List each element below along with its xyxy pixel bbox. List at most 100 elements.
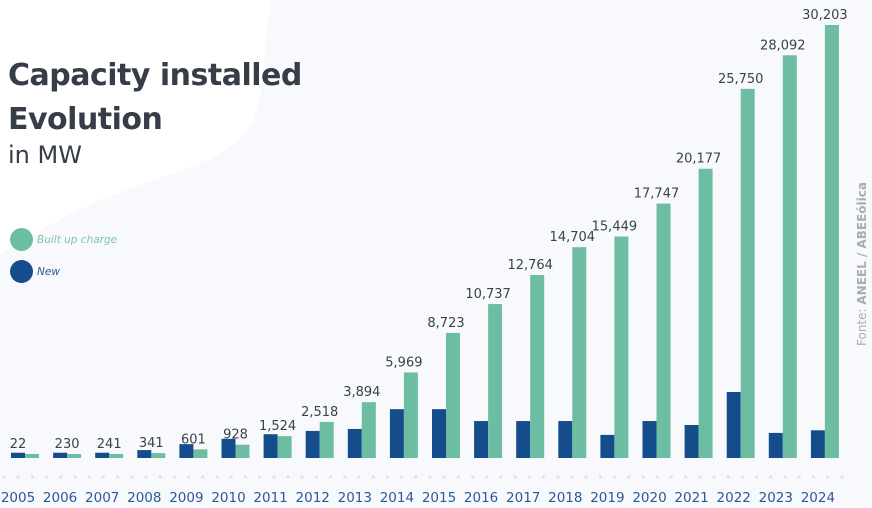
axis-dot: [73, 475, 77, 479]
axis-dot: [243, 475, 247, 479]
axis-dot: [16, 475, 20, 479]
axis-dot: [144, 475, 148, 479]
year-label-2009: 2009: [169, 490, 203, 506]
axis-dot: [300, 475, 304, 479]
bar-new-2008: [137, 450, 152, 458]
bar-new-2013: [347, 428, 362, 458]
bar-built-up-charge-2009: [193, 449, 208, 458]
axis-dot: [130, 475, 134, 479]
year-label-2010: 2010: [211, 490, 245, 506]
bar-built-up-charge-2008: [151, 453, 166, 458]
bar-new-2016: [474, 421, 489, 458]
year-label-2019: 2019: [590, 490, 624, 506]
value-label-2006: 230: [55, 437, 80, 452]
bar-new-2020: [642, 421, 657, 458]
bar-new-2023: [768, 432, 783, 458]
axis-dot: [2, 475, 6, 479]
value-label-2022: 25,750: [718, 72, 764, 87]
value-label-2010: 928: [223, 428, 248, 443]
axis-dot: [258, 475, 262, 479]
year-label-2006: 2006: [43, 490, 77, 506]
axis-dot: [187, 475, 191, 479]
value-label-2017: 12,764: [507, 258, 553, 273]
bar-built-up-charge-2007: [109, 454, 124, 458]
year-label-2012: 2012: [296, 490, 330, 506]
title-line-2: Evolution: [8, 102, 163, 137]
year-label-2015: 2015: [422, 490, 456, 506]
bar-built-up-charge-2021: [698, 168, 713, 458]
bar-new-2014: [389, 409, 404, 458]
bar-new-2018: [558, 421, 573, 458]
axis-dot: [456, 475, 460, 479]
value-label-2013: 3,894: [343, 385, 380, 400]
axis-dot: [641, 475, 645, 479]
bar-new-2011: [263, 434, 278, 458]
year-label-2017: 2017: [506, 490, 540, 506]
year-label-2024: 2024: [801, 490, 835, 506]
value-labels: 22 230 241 341 601 928 1,524 2,518 3,894 5,969 8,7…: [10, 8, 848, 452]
bar-built-up-charge-2016: [488, 304, 503, 458]
value-label-2007: 241: [97, 437, 122, 452]
axis-dot: [513, 475, 517, 479]
legend-label-new: New: [37, 265, 60, 278]
axis-dot: [698, 475, 702, 479]
bar-built-up-charge-2017: [530, 275, 545, 458]
legend-label-built-up-charge: Built up charge: [37, 233, 118, 246]
bar-built-up-charge-2005: [25, 454, 39, 458]
legend-item-built-up-charge: Built up charge: [10, 228, 117, 251]
year-label-2007: 2007: [85, 490, 119, 506]
axis-dot: [527, 475, 532, 479]
axis-dot: [343, 475, 347, 479]
axis-dot: [755, 475, 759, 479]
axis-dot: [314, 475, 318, 479]
bar-new-2019: [600, 434, 615, 458]
value-label-2014: 5,969: [385, 355, 422, 370]
year-label-2013: 2013: [338, 490, 372, 506]
bar-new-2022: [726, 392, 741, 458]
year-label-2014: 2014: [380, 490, 414, 506]
value-label-2023: 28,092: [760, 38, 806, 53]
bar-built-up-charge-2014: [403, 372, 418, 458]
legend-item-new: New: [10, 260, 60, 283]
axis-dot: [613, 475, 617, 479]
chart-subtitle: in MW: [8, 141, 82, 169]
value-label-2015: 8,723: [427, 316, 464, 331]
axis-dot: [598, 475, 603, 479]
axis-dot: [627, 475, 631, 479]
axis-dot: [272, 475, 276, 479]
axis-dot: [158, 475, 162, 479]
value-label-2011: 1,524: [259, 419, 296, 434]
value-label-2012: 2,518: [301, 405, 338, 420]
bar-new-2007: [95, 452, 110, 458]
axis-dot: [400, 475, 404, 479]
axis-dot: [229, 475, 233, 479]
bar-built-up-charge-2006: [67, 454, 82, 458]
axis-dot: [669, 475, 674, 479]
year-label-2005: 2005: [1, 490, 35, 506]
bar-new-2015: [432, 409, 446, 458]
axis-dot: [201, 475, 205, 479]
bar-built-up-charge-2012: [319, 421, 334, 458]
axis-dot: [826, 475, 830, 479]
axis-dot: [840, 475, 844, 479]
legend-swatch-built-up-charge: [10, 228, 33, 251]
chart-title: Capacity installed Evolution: [8, 54, 302, 142]
bar-new-2017: [516, 421, 531, 458]
value-label-2020: 17,747: [634, 187, 680, 202]
axis-dot: [740, 475, 745, 479]
bar-new-2005: [11, 452, 25, 458]
axis-dot: [556, 475, 560, 479]
axis-dot: [286, 475, 290, 479]
year-label-2021: 2021: [674, 490, 708, 506]
bar-built-up-charge-2023: [782, 55, 797, 459]
year-label-2016: 2016: [464, 490, 498, 506]
axis-dot: [811, 475, 816, 479]
value-label-2016: 10,737: [465, 287, 511, 302]
bar-built-up-charge-2019: [614, 236, 629, 458]
value-label-2024: 30,203: [802, 8, 848, 23]
year-label-2008: 2008: [127, 490, 161, 506]
value-label-2009: 601: [181, 432, 206, 447]
bar-new-2010: [221, 438, 236, 458]
axis-dot: [712, 475, 716, 479]
